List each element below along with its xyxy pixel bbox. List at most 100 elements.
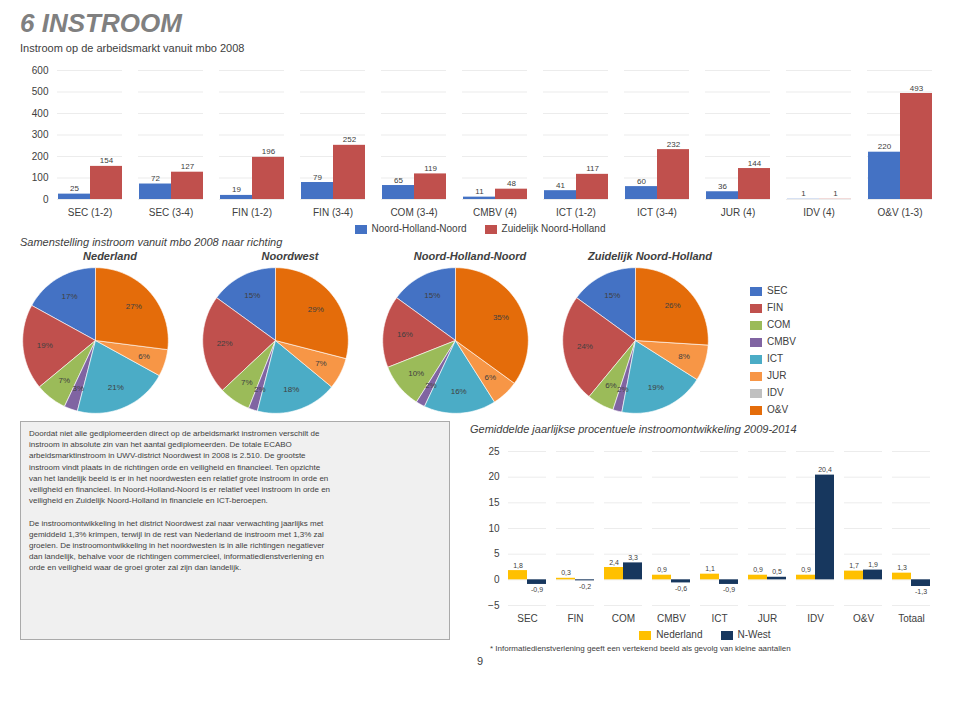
svg-text:25: 25 [70,184,79,193]
svg-text:0,9: 0,9 [801,566,811,573]
svg-text:ICT (3-4): ICT (3-4) [637,207,677,218]
svg-text:O&V (1-3): O&V (1-3) [877,207,922,218]
svg-text:11: 11 [475,187,484,196]
svg-text:22%: 22% [217,339,233,348]
svg-text:7%: 7% [58,376,70,385]
svg-text:220: 220 [878,142,892,151]
svg-text:-0,9: -0,9 [723,586,735,593]
svg-text:21%: 21% [108,383,124,392]
svg-text:144: 144 [748,159,762,168]
svg-text:154: 154 [100,156,114,165]
svg-text:-1,3: -1,3 [915,588,927,595]
svg-text:ICT (1-2): ICT (1-2) [556,207,596,218]
svg-text:1,1: 1,1 [705,565,715,572]
svg-text:3%: 3% [72,384,84,393]
svg-text:ICT: ICT [711,613,727,624]
svg-text:25: 25 [488,446,500,457]
svg-text:19%: 19% [37,341,53,350]
svg-text:JUR (4): JUR (4) [721,207,755,218]
svg-text:48: 48 [507,179,516,188]
svg-text:FIN (1-2): FIN (1-2) [232,207,272,218]
svg-text:10: 10 [488,523,500,534]
svg-text:36: 36 [718,182,727,191]
svg-text:232: 232 [667,140,681,149]
svg-text:500: 500 [32,86,49,97]
svg-text:0,5: 0,5 [772,568,782,575]
svg-text:27%: 27% [126,302,142,311]
svg-text:0: 0 [494,574,500,585]
svg-text:19: 19 [232,185,241,194]
svg-text:24%: 24% [577,342,593,351]
svg-text:CMBV: CMBV [657,613,686,624]
svg-text:196: 196 [262,147,276,156]
svg-text:20,4: 20,4 [818,466,832,473]
svg-text:-0,9: -0,9 [531,586,543,593]
svg-text:6%: 6% [485,373,497,382]
svg-text:117: 117 [586,164,599,173]
svg-text:41: 41 [556,181,565,190]
svg-text:252: 252 [343,135,357,144]
svg-text:8%: 8% [678,352,690,361]
svg-text:400: 400 [32,108,49,119]
svg-text:SEC (3-4): SEC (3-4) [149,207,193,218]
svg-text:15%: 15% [604,291,620,300]
svg-text:-0,6: -0,6 [675,585,687,592]
svg-text:3,3: 3,3 [628,554,638,561]
svg-text:COM: COM [612,613,635,624]
svg-text:26%: 26% [665,301,681,310]
svg-text:15%: 15% [244,291,260,300]
svg-text:7%: 7% [241,378,253,387]
svg-text:6%: 6% [605,381,617,390]
svg-text:Totaal: Totaal [898,613,925,624]
svg-text:0,9: 0,9 [753,566,763,573]
svg-text:SEC: SEC [517,613,538,624]
svg-text:16%: 16% [397,330,413,339]
svg-text:0,3: 0,3 [561,569,571,576]
svg-text:119: 119 [424,164,437,173]
svg-text:7%: 7% [315,359,327,368]
svg-text:127: 127 [181,162,195,171]
svg-text:-0,2: -0,2 [579,583,591,590]
svg-text:JUR: JUR [758,613,777,624]
svg-text:100: 100 [32,172,49,183]
svg-text:16%: 16% [451,387,467,396]
svg-text:17%: 17% [62,292,78,301]
svg-text:29%: 29% [308,305,324,314]
svg-text:600: 600 [32,65,49,76]
svg-text:1: 1 [801,189,806,198]
svg-text:CMBV (4): CMBV (4) [473,207,517,218]
svg-text:0: 0 [43,194,49,205]
svg-text:493: 493 [910,84,924,93]
svg-text:18%: 18% [283,385,299,394]
svg-text:72: 72 [151,174,160,183]
svg-text:FIN: FIN [567,613,583,624]
svg-text:35%: 35% [493,313,509,322]
svg-text:COM (3-4): COM (3-4) [390,207,437,218]
svg-text:20: 20 [488,471,500,482]
svg-text:2,4: 2,4 [609,559,619,566]
svg-text:2%: 2% [425,381,437,390]
svg-text:19%: 19% [648,383,664,392]
svg-text:0,9: 0,9 [657,566,667,573]
svg-text:10%: 10% [408,369,424,378]
svg-text:1,9: 1,9 [868,561,878,568]
svg-text:O&V: O&V [853,613,874,624]
svg-text:65: 65 [394,176,403,185]
svg-text:IDV (4): IDV (4) [803,207,835,218]
svg-text:1,3: 1,3 [897,564,907,571]
svg-text:2%: 2% [617,385,629,394]
svg-text:300: 300 [32,129,49,140]
svg-text:IDV: IDV [807,613,824,624]
svg-text:15%: 15% [424,291,440,300]
svg-text:−5: −5 [488,600,500,611]
svg-text:6%: 6% [138,352,150,361]
svg-text:79: 79 [313,173,322,182]
svg-text:1,8: 1,8 [513,562,523,569]
svg-text:60: 60 [637,177,646,186]
svg-text:2%: 2% [254,385,266,394]
svg-text:FIN (3-4): FIN (3-4) [313,207,353,218]
svg-text:1: 1 [833,189,838,198]
svg-text:1,7: 1,7 [849,562,859,569]
svg-text:5: 5 [494,548,500,559]
svg-text:SEC (1-2): SEC (1-2) [68,207,112,218]
